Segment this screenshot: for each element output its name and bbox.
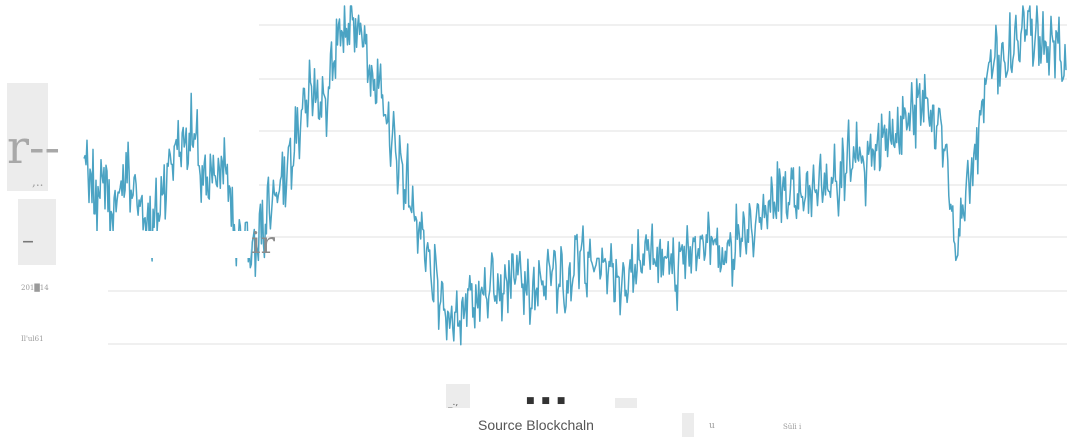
y-tick-label-upper: 201█14	[21, 284, 49, 292]
artifact-glyph-left-mid: –	[22, 226, 34, 254]
artifact-block-bottom-4	[682, 413, 694, 437]
artifact-mark-bottom-6: Sûlì i	[783, 423, 802, 431]
artifact-block-bottom-1	[446, 384, 470, 408]
y-tick-label-lower: Il'ul61	[21, 335, 44, 343]
source-note: Source Blockchaln	[478, 417, 594, 433]
artifact-block-bottom-3	[615, 398, 637, 408]
artifact-block-left-mid	[18, 199, 56, 265]
artifact-block-left-top	[7, 83, 48, 191]
white-mask-block	[82, 231, 250, 258]
artifact-small-left-top: ,..	[32, 175, 44, 189]
series-line	[83, 5, 1067, 346]
artifact-mark-bottom-1: _.,	[448, 398, 459, 408]
series-layer	[83, 5, 1067, 346]
artifact-glyph-right-of-mask: ir	[251, 226, 275, 261]
artifact-mark-bottom-5: u	[709, 421, 715, 431]
artifact-mark-bottom-2: ■ ■ ■	[526, 396, 568, 406]
artifact-glyph-left-top: r--	[7, 120, 61, 174]
